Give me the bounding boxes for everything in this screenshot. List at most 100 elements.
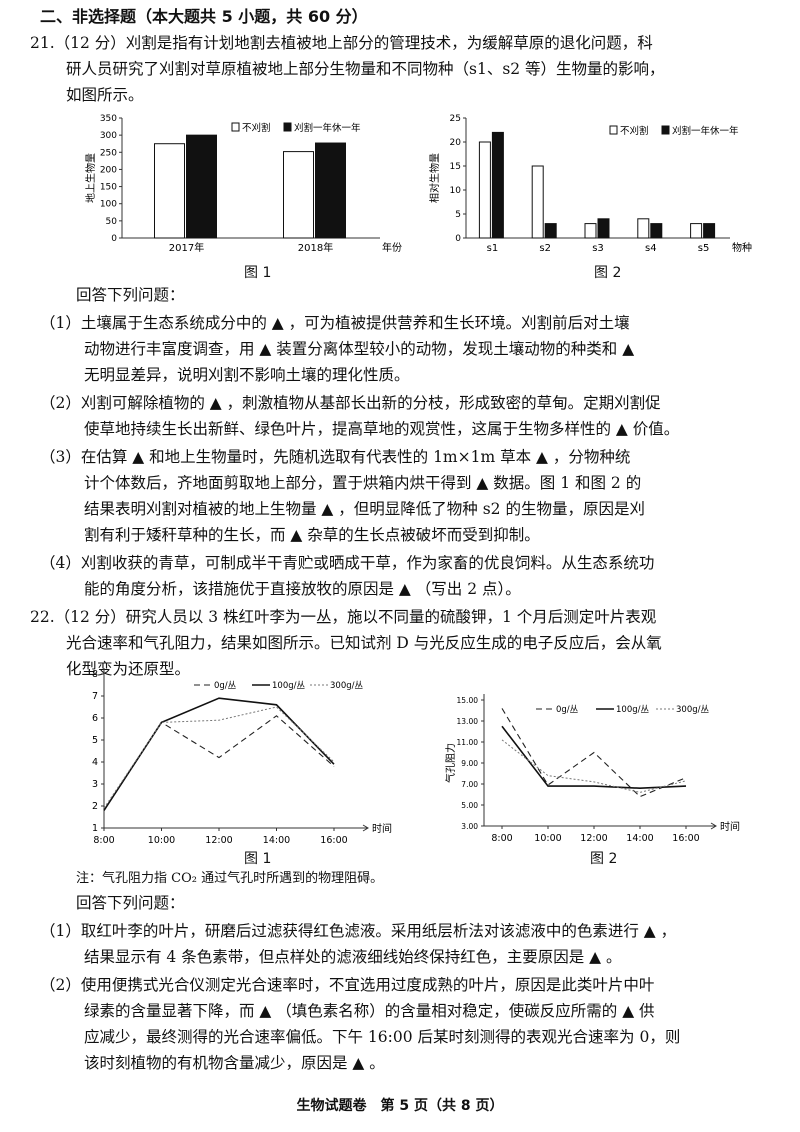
y-tick-label: 7 [92,691,98,702]
x-tick-label: 16:00 [672,833,699,844]
legend-label: 0g/丛 [556,704,579,715]
series-line [501,725,687,790]
bar [703,223,716,239]
q22-note: 注：气孔阻力指 CO₂ 通过气孔时所遇到的物理阻碍。 [76,871,384,886]
x-tick-label: 10:00 [534,833,561,844]
x-tick-label: 12:00 [205,835,232,846]
y-tick-label: 25 [450,114,461,124]
q21-sub-line: 能的角度分析，该措施优于直接放牧的原因是 ▲ （写出 2 点）。 [84,580,521,598]
y-axis-label: 地上生物量 [84,153,97,203]
q22-sub-line: 应减少，最终测得的光合速率偏低。下午 16:00 后某时刻测得的表观光合速率为 … [84,1028,681,1046]
section-title: 二、非选择题（本大题共 5 小题，共 60 分） [40,7,368,26]
q21-fig1-caption: 图 1 [244,265,272,281]
q21-sub-line: （4）刈割收获的青草，可制成半干青贮或晒成干草，作为家畜的优良饲料。从生态系统功 [40,554,655,572]
q21-sub-line: 计个体数后，齐地面剪取地上部分，置于烘箱内烘干得到 ▲ 数据。图 1 和图 2 … [84,474,642,492]
legend-label: 不刈割 [242,122,271,134]
legend-swatch [283,122,292,132]
x-axis-arrow [362,824,369,832]
bar [478,141,491,239]
x-axis-label: 物种 [732,241,752,254]
q22-sub-line: （2）使用便携式光合仪测定光合速率时，不宜选用过度成熟的叶片，原因是此类叶片中叶 [40,976,655,994]
y-axis-label: 相对生物量 [428,153,441,203]
legend-label: 刈割一年休一年 [672,125,739,137]
y-tick-label: 7.00 [461,780,478,789]
x-tick-label: s5 [698,243,710,254]
series-line [501,739,687,793]
x-tick-label: 14:00 [626,833,653,844]
q21-fig2-caption: 图 2 [594,265,622,281]
y-tick-label: 0 [111,234,117,244]
bar [154,143,185,239]
bar [544,223,557,239]
series-line [103,697,335,811]
y-tick-label: 6 [92,713,98,724]
y-tick-label: 1 [92,823,98,834]
y-tick-label: 4 [92,757,98,768]
y-tick-label: 150 [100,183,117,193]
y-tick-label: 250 [100,148,117,158]
x-tick-label: 8:00 [93,835,114,846]
y-tick-label: 10 [450,186,462,196]
q22-fig2-line-chart: 3.00 5.00 7.00 9.00 11.00 13.00 15.00 8:00 10:00… [444,694,740,844]
q22-sub-line: （1）取红叶李的叶片，研磨后过滤获得红色滤液。采用纸层析法对该滤液中的色素进行 … [40,922,677,940]
y-tick-label: 50 [106,217,118,227]
legend-swatch [661,125,670,135]
y-tick-label: 5 [92,735,98,746]
x-tick-label: s2 [539,243,551,254]
q21-prompt: 回答下列问题： [76,286,185,304]
bar [584,223,597,239]
q21-sub-line: （3）在估算 ▲ 和地上生物量时，先随机选取有代表性的 1m×1m 草本 ▲ ，… [40,448,631,466]
q21-sub-line: （1）土壤属于生态系统成分中的 ▲ ，可为植被提供营养和生长环境。刈割前后对土壤 [40,314,630,332]
y-tick-label: 0 [455,234,461,244]
bar [637,218,650,239]
legend-label: 300g/丛 [676,704,709,715]
legend-label: 100g/丛 [616,704,649,715]
q22-sub-line: 该时刻植物的有机物含量减少，原因是 ▲ 。 [84,1054,385,1072]
q21-sub-line: 无明显差异，说明刈割不影响土壤的理化性质。 [84,366,410,384]
y-tick-label: 20 [450,138,462,148]
bar [315,142,346,239]
x-tick-label: 2017年 [169,241,204,254]
x-tick-label: 14:00 [263,835,290,846]
q22-intro-line-1: 22.（12 分）研究人员以 3 株红叶李为一丛，施以不同量的硫酸钾，1 个月后… [30,608,657,626]
x-tick-label: s1 [487,243,499,254]
y-tick-label: 9.00 [461,759,478,768]
x-axis-label: 年份 [382,241,402,254]
y-tick-label: 11.00 [457,738,479,747]
y-tick-label: 5 [455,210,461,220]
y-tick-label: 3 [92,779,98,790]
bar [531,165,544,239]
q21-fig1-bar-chart: 0 50 100 150 200 250 300 350 地上生物量 2017年 2018年 年份 不刈… [84,114,402,254]
y-tick-label: 300 [100,131,117,141]
q21-sub-line: 动物进行丰富度调查，用 ▲ 装置分离体型较小的动物，发现土壤动物的种类和 ▲ [84,340,635,358]
legend-label: 100g/丛 [272,680,305,691]
bar [283,151,314,239]
legend-swatch [231,122,240,132]
x-tick-label: 16:00 [320,835,347,846]
q22-prompt: 回答下列问题： [76,894,185,912]
q21-intro-line-1: 21.（12 分）刈割是指有计划地割去植被地上部分的管理技术，为缓解草原的退化问… [30,34,653,52]
y-tick-label: 100 [100,200,117,210]
x-tick-label: 2018年 [298,241,333,254]
x-tick-label: 8:00 [491,833,512,844]
q21-sub-line: 结果表明刈割对植被的地上生物量 ▲ ，但明显降低了物种 s2 的生物量，原因是刈 [84,500,645,518]
y-axis-label: 气孔阻力 [444,743,457,783]
legend-label: 刈割一年休一年 [294,122,361,134]
y-tick-label: 5.00 [461,801,478,810]
q22-intro-line-3: 化型变为还原型。 [66,660,191,678]
y-tick-label: 2 [92,801,98,812]
x-axis-label: 时间 [372,822,392,835]
q21-fig2-bar-chart: 0 5 10 15 20 25 相对生物量 s1 s2 s3 s4 s5 物种 不刈割 刈割一年休一年 [428,114,752,254]
x-axis-arrow [710,822,717,830]
bar [186,134,217,239]
legend-swatch [609,125,618,135]
q21-sub-line: 割有利于矮秆草种的生长，而 ▲ 杂草的生长点被破坏而受到抑制。 [84,526,540,544]
x-tick-label: 12:00 [580,833,607,844]
q22-intro-line-2: 光合速率和气孔阻力，结果如图所示。已知试剂 D 与光反应生成的电子反应后，会从氧 [66,634,662,652]
y-axis-label: 表观光合速率 [76,721,77,781]
q22-fig1-caption: 图 1 [244,851,272,867]
y-tick-label: 15.00 [457,696,479,705]
y-tick-label: 350 [100,114,117,124]
bar [597,218,610,239]
q21-sub-line: （2）刈割可解除植物的 ▲ ，刺激植物从基部长出新的分枝，形成致密的草甸。定期刈… [40,394,661,412]
